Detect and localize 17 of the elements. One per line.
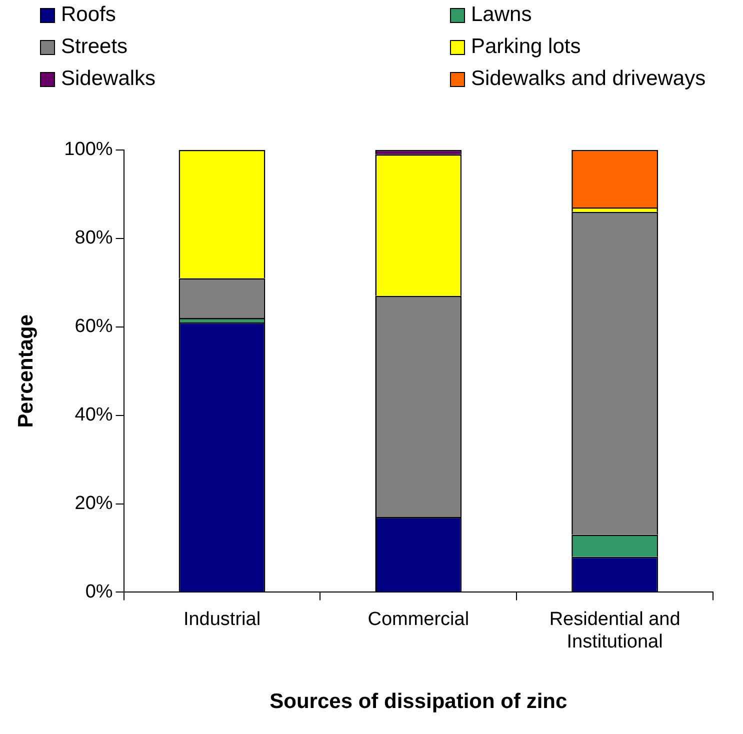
y-tick-label: 80% [74,228,113,249]
y-tick-label: 60% [74,316,113,338]
y-tick-label: 40% [74,404,113,426]
y-axis-title: Percentage [14,314,38,428]
x-tick-label: Industrial [183,608,261,630]
legend-label: Sidewalks [61,67,156,91]
legend-label: Roofs [61,3,116,27]
legend-label: Streets [61,35,128,59]
legend-label: Parking lots [471,35,581,59]
x-tick-label: Commercial [368,608,470,630]
legend-label: Lawns [471,3,532,27]
y-tick-label: 0% [85,581,113,602]
y-tick-label: 100% [64,139,113,160]
y-tick-label: 20% [74,492,113,514]
x-tick-label: Residential and Institutional [549,608,680,653]
x-axis-title: Sources of dissipation of zinc [270,690,568,714]
legend-label: Sidewalks and driveways [471,67,706,91]
